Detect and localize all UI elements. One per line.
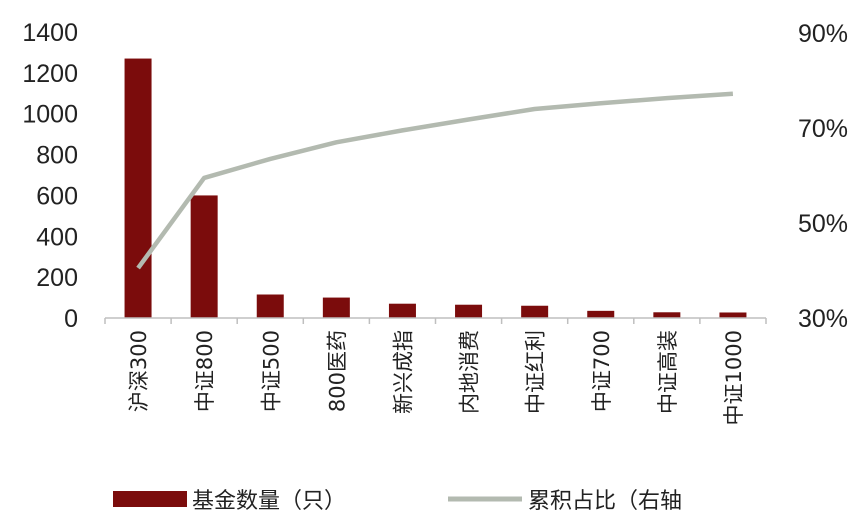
bar [190, 195, 218, 318]
left-tick-label: 400 [36, 223, 78, 251]
bars [124, 58, 747, 319]
bar [455, 304, 483, 318]
left-tick-label: 1000 [22, 101, 78, 129]
category-label: 中证700 [590, 330, 614, 412]
right-axis-ticks: 30% 50% 70% 90% [798, 20, 848, 333]
category-label: 中证800 [193, 330, 217, 412]
left-tick-label: 1400 [22, 19, 78, 47]
bar [322, 297, 350, 318]
category-label: 中证高装 [656, 330, 680, 414]
bar [653, 312, 681, 318]
bar [521, 305, 549, 318]
cumulative-line [136, 91, 734, 270]
bar [388, 303, 416, 318]
legend-bar-swatch [113, 491, 187, 507]
left-tick-label: 1200 [22, 60, 78, 88]
left-tick-label: 0 [64, 305, 78, 333]
category-label: 新兴成指 [391, 330, 415, 414]
category-label: 内地消费 [458, 330, 482, 414]
category-label: 中证红利 [524, 330, 548, 414]
bar [719, 312, 747, 318]
bar [256, 294, 284, 318]
left-tick-label: 200 [36, 264, 78, 292]
right-tick-label: 90% [798, 20, 848, 48]
x-axis-tick-marks [104, 318, 767, 324]
left-axis-ticks: 0 200 400 600 800 1000 1200 1400 [22, 19, 78, 333]
category-label: 800医药 [325, 330, 349, 412]
right-tick-label: 30% [798, 305, 848, 333]
right-tick-label: 70% [798, 115, 848, 143]
bar [587, 310, 615, 318]
category-label: 中证500 [259, 330, 283, 412]
category-label: 沪深300 [127, 330, 151, 412]
cumulative-share-line [136, 91, 734, 270]
left-tick-label: 800 [36, 142, 78, 170]
right-tick-label: 50% [798, 210, 848, 238]
category-label: 中证1000 [722, 330, 746, 425]
left-tick-label: 600 [36, 182, 78, 210]
bar [124, 58, 152, 319]
legend: 基金数量（只） 累积占比（右轴 [113, 489, 682, 514]
legend-line-label: 累积占比（右轴 [528, 489, 682, 514]
legend-bar-label: 基金数量（只） [192, 489, 346, 514]
category-labels: 沪深300 中证800 中证500 800医药 新兴成指 内地消费 中证红利 中证700 中证高… [127, 330, 746, 425]
